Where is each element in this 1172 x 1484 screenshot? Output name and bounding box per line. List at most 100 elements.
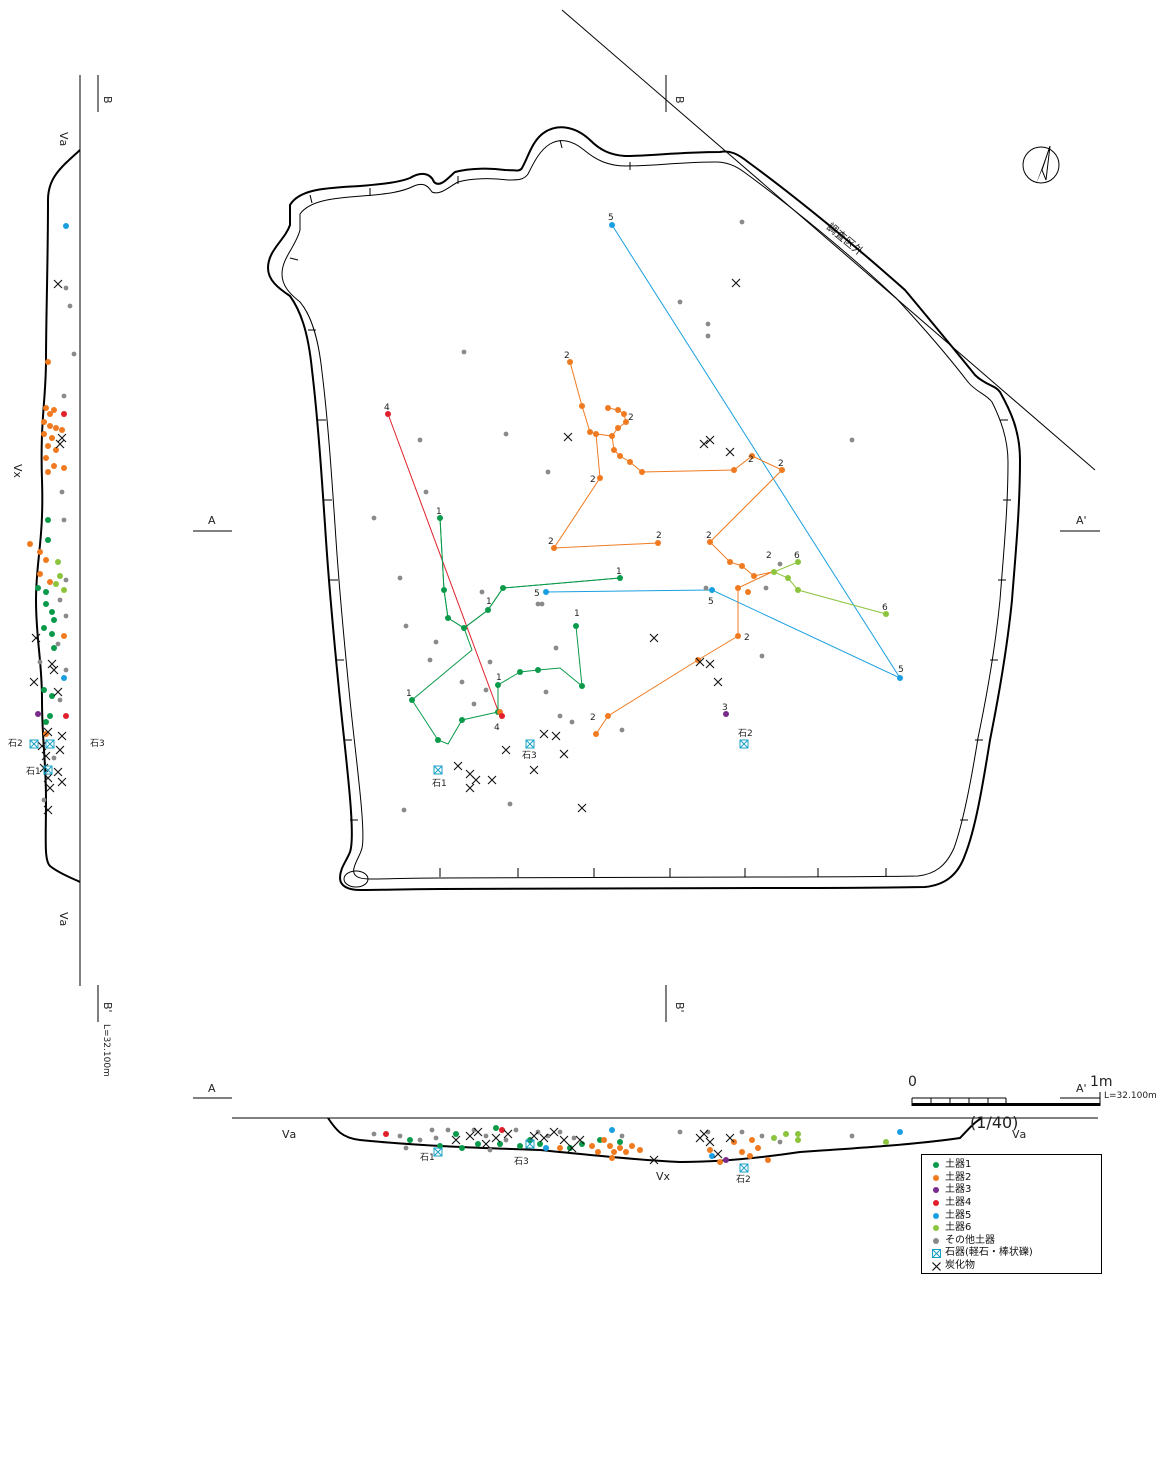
vessel-2-link-b: [553, 433, 659, 549]
svg-text:2: 2: [656, 531, 662, 541]
legend-item: 土器3: [930, 1184, 1101, 1197]
svg-text:2: 2: [706, 531, 712, 541]
svg-text:2: 2: [590, 713, 596, 723]
svg-text:3: 3: [722, 703, 728, 713]
svg-text:2: 2: [766, 551, 772, 561]
svg-text:2: 2: [548, 537, 554, 547]
scale-zero-label: 0: [908, 1074, 917, 1090]
svg-text:Ⅴx: Ⅴx: [11, 464, 24, 479]
svg-text:A: A: [208, 1082, 216, 1095]
legend-item-label: 土器6: [945, 1222, 972, 1234]
svg-text:B': B': [101, 1002, 114, 1013]
svg-text:2: 2: [744, 633, 750, 643]
legend-item-label: 土器1: [945, 1159, 972, 1171]
legend-dot-icon: [930, 1197, 942, 1209]
legend-dot-icon: [930, 1235, 942, 1247]
vessel-1-link: [439, 517, 621, 629]
vessel-5-points: [543, 222, 903, 681]
svg-text:Ⅴa: Ⅴa: [1012, 1128, 1026, 1141]
scale-max-label: 1m: [1090, 1074, 1113, 1090]
svg-text:Ⅴa: Ⅴa: [282, 1128, 296, 1141]
section-markers: A A' B B': [193, 75, 1100, 1022]
legend-item-label: 土器5: [945, 1209, 972, 1221]
svg-text:石2: 石2: [736, 1175, 751, 1185]
svg-text:A': A': [1076, 1082, 1087, 1095]
legend-box-cross-icon: [930, 1247, 942, 1259]
vessel-2-link-a: [569, 361, 783, 735]
svg-text:1: 1: [496, 673, 502, 683]
legend-cross-icon: [930, 1260, 942, 1272]
pit-outline-outer: [266, 126, 1022, 892]
legend-item-label: 土器2: [945, 1171, 972, 1183]
svg-text:石3: 石3: [514, 1157, 529, 1167]
vessel-2-points: [497, 359, 785, 737]
svg-text:6: 6: [882, 603, 888, 613]
pit-outline-inner: [281, 140, 1009, 880]
vessel-6-points: [771, 559, 889, 617]
svg-text:4: 4: [494, 723, 500, 733]
svg-text:Ⅴx: Ⅴx: [656, 1170, 671, 1183]
legend-item: 土器6: [930, 1222, 1101, 1235]
svg-text:5: 5: [608, 213, 614, 223]
section-b-level: L=32.100m: [101, 1024, 111, 1077]
section-a-label: A: [208, 514, 216, 527]
legend-item-label: 土器4: [945, 1197, 972, 1209]
legend-item: 土器5: [930, 1209, 1101, 1222]
stone-3-label: 石3: [522, 751, 537, 761]
legend-dot-icon: [930, 1172, 942, 1184]
vessel-number-tags: 5 4 2 2 2 2 2 2 2 2 2 2 2 1 1 1 1 1 1 4 …: [384, 213, 904, 733]
legend-item: 石器(軽石・棒状礫): [930, 1247, 1101, 1260]
survey-boundary-line: [561, 9, 1096, 471]
svg-text:6: 6: [794, 551, 800, 561]
legend-item: その他土器: [930, 1235, 1101, 1248]
svg-text:2: 2: [564, 351, 570, 361]
svg-text:2: 2: [628, 413, 634, 423]
slope-ticks: [289, 139, 1011, 877]
vessel-1-link-a: [439, 517, 621, 629]
section-b-label: B: [673, 96, 686, 104]
svg-text:4: 4: [384, 403, 390, 413]
legend-item: 土器2: [930, 1172, 1101, 1185]
vessel-6-link: [772, 561, 887, 615]
vessel-4-link: [387, 413, 501, 717]
svg-text:石1: 石1: [420, 1153, 435, 1163]
north-arrow-icon: [1022, 145, 1060, 184]
section-a-level: L=32.100m: [1104, 1091, 1157, 1101]
legend-item: 土器4: [930, 1197, 1101, 1210]
svg-text:石2: 石2: [8, 739, 23, 749]
vessel-1-points: [409, 515, 623, 743]
svg-text:2: 2: [748, 455, 754, 465]
svg-text:1: 1: [406, 689, 412, 699]
svg-text:5: 5: [898, 665, 904, 675]
charcoal-crosses: [453, 278, 741, 813]
vessel-5-link: [545, 224, 902, 680]
legend: 土器1 土器2 土器3 土器4 土器5 土器6 その他土器 石器(軽石・棒状礫) 炭化物: [921, 1154, 1102, 1274]
section-a-prime-label: A': [1076, 514, 1087, 527]
svg-text:B: B: [101, 96, 114, 104]
stone-2-label: 石2: [738, 729, 753, 739]
legend-item-label: 土器3: [945, 1184, 972, 1196]
legend-item: 土器1: [930, 1159, 1101, 1172]
other-sherds-points: [371, 219, 855, 813]
scale-bar: 0 1m (1/40): [908, 1074, 1113, 1132]
stone-tool-markers: [433, 739, 749, 775]
pit-corner-loop: [343, 870, 369, 888]
section-b-prime-label: B': [673, 1002, 686, 1013]
svg-text:1: 1: [486, 597, 492, 607]
legend-dot-icon: [930, 1184, 942, 1196]
svg-text:5: 5: [708, 597, 714, 607]
svg-text:石1: 石1: [26, 767, 41, 777]
section-a-profile: A A' L=32.100m Ⅴa Ⅴa Ⅴx 石1 石3 石2: [193, 1082, 1157, 1185]
legend-dot-icon: [930, 1222, 942, 1234]
svg-text:2: 2: [590, 475, 596, 485]
svg-text:1: 1: [616, 567, 622, 577]
scale-ratio-label: (1/40): [970, 1113, 1018, 1132]
legend-dot-icon: [930, 1159, 942, 1171]
legend-dot-icon: [930, 1210, 942, 1222]
section-b-profile: B B' L=32.100m Ⅴa Ⅴa Ⅴx 石2 石3 石1: [8, 75, 114, 1077]
legend-item: 炭化物: [930, 1260, 1101, 1273]
vessel-4-points: [385, 411, 505, 719]
vessel-3-point: [723, 711, 729, 717]
svg-text:Ⅴa: Ⅴa: [57, 912, 70, 926]
